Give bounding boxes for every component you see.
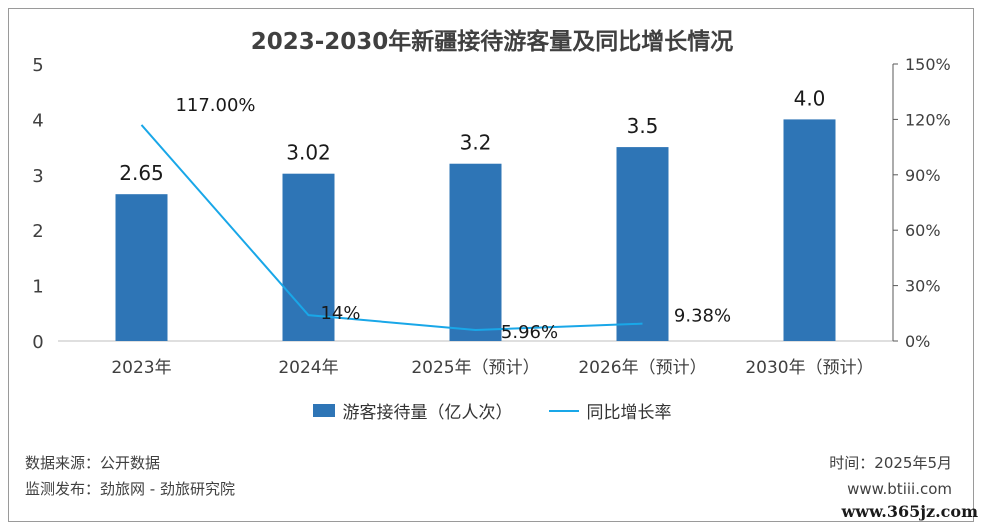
footer-source: 数据来源：公开数据 [25,454,161,472]
y-left-tick-label: 1 [32,277,43,298]
bar [449,163,502,341]
bar [282,173,335,341]
y-right-tick-label: 120% [905,110,951,129]
y-right-tick-label: 150% [905,55,951,74]
bar-data-label: 3.02 [286,141,331,165]
footer-right: 时间：2025年5月 www.btiii.com [829,450,952,502]
bar [616,147,669,341]
y-left-tick-label: 5 [32,55,43,76]
y-right-tick-label: 90% [905,166,941,185]
x-tick-label: 2023年 [111,358,171,378]
footer-monitor: 监测发布：劲旅网 - 劲旅研究院 [25,480,235,498]
bar [115,194,168,341]
bar [783,119,836,342]
footer-left: 数据来源：公开数据 监测发布：劲旅网 - 劲旅研究院 [25,450,235,502]
line-data-label: 14% [320,303,360,324]
footer-site: www.btiii.com [847,480,952,498]
line-data-label: 9.38% [674,306,731,327]
legend-label-line: 同比增长率 [586,403,672,423]
x-tick-label: 2030年（预计） [745,358,873,378]
footer-time: 时间：2025年5月 [829,454,952,472]
y-right-tick-label: 0% [905,332,930,351]
y-left-tick-label: 0 [32,332,43,353]
y-left-tick-label: 3 [32,166,43,187]
y-left-tick-label: 4 [32,110,43,131]
y-right-tick-label: 60% [905,221,941,240]
watermark: www.365jz.com [841,502,978,521]
line-data-label: 117.00% [175,95,255,116]
x-tick-label: 2025年（预计） [411,358,539,378]
legend-item-bar: 游客接待量（亿人次） [312,398,513,423]
bar-data-label: 4.0 [794,86,826,110]
legend-item-line: 同比增长率 [548,398,672,423]
line-data-label: 5.96% [501,322,558,343]
bar-data-label: 3.2 [460,131,492,155]
legend-swatch-line [548,409,579,412]
x-tick-label: 2024年 [278,358,338,378]
bar-data-label: 2.65 [119,161,164,185]
chart-legend: 游客接待量（亿人次） 同比增长率 [0,398,984,423]
growth-line [140,124,643,331]
legend-swatch-bar [312,404,335,417]
chart-title: 2023-2030年新疆接待游客量及同比增长情况 [250,29,734,55]
x-tick-label: 2026年（预计） [578,358,706,378]
bar-data-label: 3.5 [627,114,659,138]
legend-label-bar: 游客接待量（亿人次） [342,403,513,423]
y-right-tick-label: 30% [905,277,941,296]
y-left-tick-label: 2 [32,221,43,242]
